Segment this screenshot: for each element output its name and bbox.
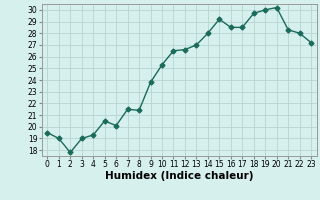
X-axis label: Humidex (Indice chaleur): Humidex (Indice chaleur): [105, 171, 253, 181]
